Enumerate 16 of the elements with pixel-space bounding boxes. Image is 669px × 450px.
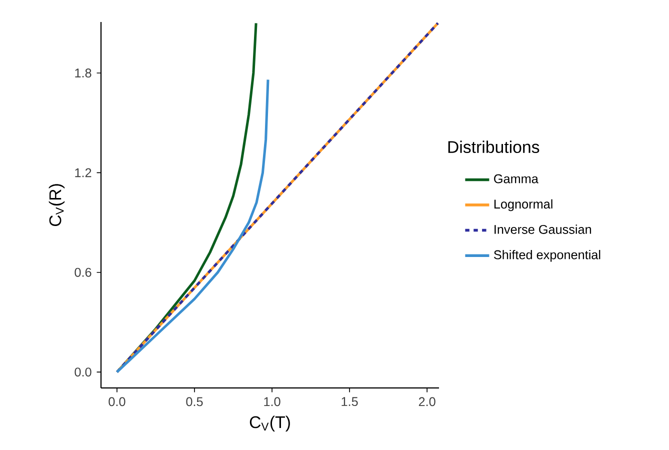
legend-label: Shifted exponential (494, 250, 600, 262)
legend-label: Gamma (494, 174, 538, 184)
legend-title: Distributions (448, 140, 540, 154)
x-tick-label: 1.0 (264, 397, 280, 406)
y-tick-label: 0.6 (74, 268, 92, 277)
x-tick-label: 0.0 (108, 397, 126, 406)
x-tick-label: 2.0 (418, 397, 436, 406)
x-axis-title: C$_{V}$(T) (250, 416, 290, 432)
x-tick-label: 1.5 (342, 397, 358, 406)
y-axis-title: C$_{V}$(R) (48, 184, 65, 226)
y-tick-label: 1.8 (75, 68, 92, 78)
legend-label: Inverse Gaussian (494, 224, 592, 234)
y-tick-label: 1.2 (75, 168, 92, 178)
x-tick-label: 0.5 (186, 397, 203, 406)
legend-label: Lognormal (494, 199, 552, 212)
y-tick-label: 0.0 (74, 368, 92, 377)
